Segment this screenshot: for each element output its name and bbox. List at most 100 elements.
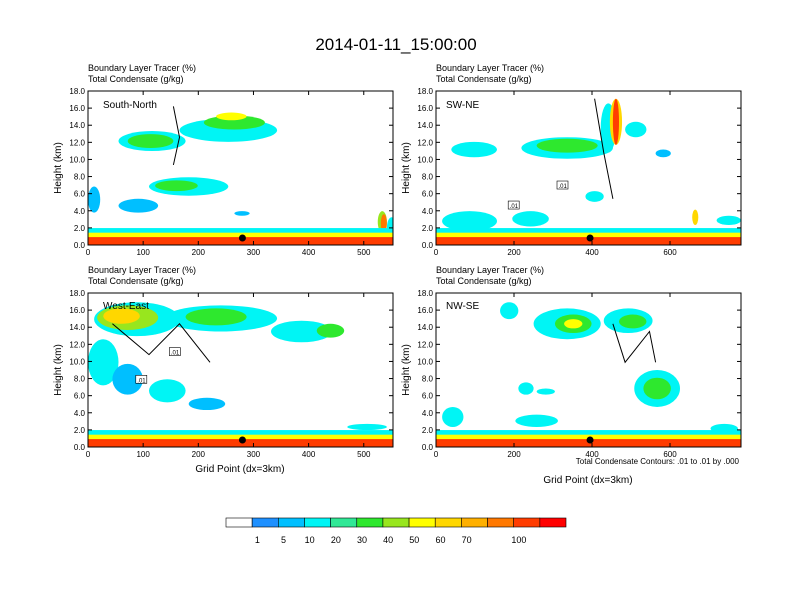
panel-header-condensate: Total Condensate (g/kg) xyxy=(436,74,532,84)
tracer-field-region xyxy=(88,339,119,386)
x-tick-label: 300 xyxy=(247,248,261,257)
colorbar-label: 40 xyxy=(383,535,393,545)
tracer-field-region xyxy=(536,138,598,153)
colorbar-swatch xyxy=(356,517,384,528)
x-tick-label: 600 xyxy=(663,450,677,459)
axes: 0.0 2.0 4.0 6.0 8.0 10.0 12.0 14.0 16.0 18.0 0 200 4… xyxy=(417,289,741,459)
y-tick-label: 16.0 xyxy=(417,306,433,315)
y-tick-label: 2.0 xyxy=(422,426,434,435)
boundary-layer-band xyxy=(436,433,741,440)
x-axis-label: Grid Point (dx=3km) xyxy=(543,475,632,486)
boundary-layer-band xyxy=(88,430,393,435)
contour-label-box xyxy=(556,180,569,190)
tracer-field-region xyxy=(643,377,671,400)
contour-label-box xyxy=(169,347,181,356)
panel-header-tracer: Boundary Layer Tracer (%) xyxy=(88,265,196,275)
y-tick-label: 16.0 xyxy=(417,104,433,113)
colorbar-label: 5 xyxy=(281,535,286,545)
x-tick-label: 500 xyxy=(357,450,371,459)
plot-frame xyxy=(435,292,742,448)
condensate-contour xyxy=(112,323,211,363)
colorbar-swatch xyxy=(225,517,253,528)
x-tick-label: 200 xyxy=(192,248,206,257)
tracer-field-region xyxy=(625,121,647,138)
y-tick-label: 18.0 xyxy=(417,289,433,298)
y-tick-label: 2.0 xyxy=(422,224,434,233)
tracer-field-region xyxy=(500,302,519,320)
colorbar-label: 100 xyxy=(511,535,526,545)
colorbar-swatch xyxy=(461,517,488,528)
tracer-field-region xyxy=(203,115,265,130)
tracer-field-region xyxy=(515,414,559,427)
y-axis-label: Height (km) xyxy=(53,344,64,396)
y-tick-label: 0.0 xyxy=(74,241,86,250)
boundary-layer-band xyxy=(88,440,393,447)
colorbar-swatch xyxy=(408,517,436,528)
boundary-layer-band xyxy=(436,440,741,447)
contour-label: .01 xyxy=(137,378,146,384)
y-tick-label: 14.0 xyxy=(417,121,433,130)
boundary-layer-band xyxy=(436,238,741,245)
y-tick-label: 4.0 xyxy=(422,409,434,418)
panel-header-tracer: Boundary Layer Tracer (%) xyxy=(436,63,544,73)
y-tick-label: 4.0 xyxy=(422,207,434,216)
colorbar-swatch xyxy=(278,517,305,528)
plot-frame xyxy=(435,90,742,246)
x-tick-label: 400 xyxy=(302,248,316,257)
contour-label-box xyxy=(507,200,520,210)
condensate-contour xyxy=(172,106,181,166)
y-tick-label: 4.0 xyxy=(74,409,86,418)
y-tick-label: 0.0 xyxy=(422,241,434,250)
tracer-field-region xyxy=(716,215,741,225)
y-tick-label: 6.0 xyxy=(74,392,86,401)
x-tick-label: 200 xyxy=(507,248,521,257)
plot-area: .01 .01 xyxy=(436,91,741,245)
tracer-field-region xyxy=(612,98,619,145)
x-axis-label: Grid Point (dx=3km) xyxy=(195,464,284,475)
y-tick-label: 10.0 xyxy=(69,357,85,366)
y-tick-label: 12.0 xyxy=(69,138,85,147)
colorbar-swatch xyxy=(330,517,358,528)
tracer-field-region xyxy=(564,319,583,329)
plot-area xyxy=(88,91,393,245)
panel-label: West-East xyxy=(103,301,149,312)
site-marker xyxy=(238,234,246,242)
y-tick-label: 6.0 xyxy=(422,190,434,199)
panel-label: South-North xyxy=(103,100,157,111)
plot-frame xyxy=(87,90,394,246)
tracer-field-region xyxy=(234,211,250,216)
y-tick-label: 0.0 xyxy=(422,443,434,452)
y-tick-label: 6.0 xyxy=(422,392,434,401)
tracer-field-region xyxy=(655,149,671,158)
boundary-layer-band xyxy=(88,231,393,238)
panel-sw-ne: Boundary Layer Tracer (%) Total Condensa… xyxy=(401,63,742,257)
colorbar-swatch xyxy=(487,517,514,528)
tracer-field-region xyxy=(112,363,143,395)
y-tick-label: 16.0 xyxy=(69,306,85,315)
contour-label: .01 xyxy=(510,204,519,210)
y-tick-label: 2.0 xyxy=(74,224,86,233)
plot-area xyxy=(436,293,741,447)
tracer-field-region xyxy=(88,186,101,213)
tracer-field-region xyxy=(619,314,647,329)
y-axis-label: Height (km) xyxy=(401,344,412,396)
tracer-field-region xyxy=(271,320,332,343)
colorbar-label: 30 xyxy=(357,535,367,545)
site-marker xyxy=(238,436,246,444)
boundary-layer-band xyxy=(436,231,741,238)
y-tick-label: 8.0 xyxy=(422,375,434,384)
colorbar-swatch xyxy=(539,517,567,528)
y-tick-label: 8.0 xyxy=(422,173,434,182)
y-tick-label: 12.0 xyxy=(417,138,433,147)
tracer-field-region xyxy=(442,406,464,427)
tracer-field-region xyxy=(149,379,186,403)
tracer-field-region xyxy=(316,323,345,338)
panel-south-north: Boundary Layer Tracer (%) Total Condensa… xyxy=(53,63,394,257)
site-marker xyxy=(586,234,594,242)
x-tick-label: 0 xyxy=(86,248,91,257)
y-axis-label: Height (km) xyxy=(53,142,64,194)
panel-header-tracer: Boundary Layer Tracer (%) xyxy=(88,63,196,73)
panel-nw-se: Boundary Layer Tracer (%) Total Condensa… xyxy=(401,265,742,486)
y-tick-label: 2.0 xyxy=(74,426,86,435)
